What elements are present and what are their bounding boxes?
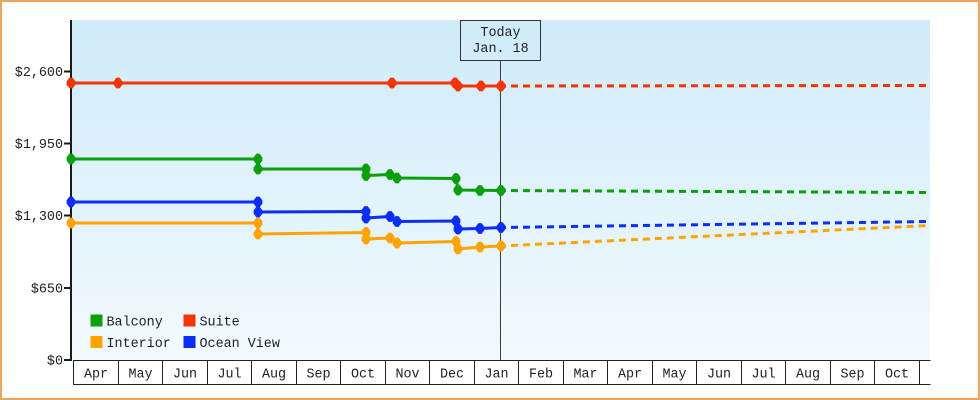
svg-text:May: May bbox=[128, 368, 152, 383]
svg-text:Nov: Nov bbox=[395, 368, 419, 383]
svg-text:Jun: Jun bbox=[707, 368, 731, 383]
svg-text:Sep: Sep bbox=[840, 368, 864, 383]
svg-text:$1,300: $1,300 bbox=[15, 210, 63, 225]
svg-text:Interior: Interior bbox=[107, 337, 171, 352]
svg-text:Jan: Jan bbox=[484, 368, 508, 383]
svg-text:Aug: Aug bbox=[796, 368, 820, 383]
svg-text:Suite: Suite bbox=[200, 316, 240, 331]
svg-text:$650: $650 bbox=[31, 283, 63, 298]
svg-text:$0: $0 bbox=[47, 355, 63, 370]
svg-text:Mar: Mar bbox=[573, 368, 597, 383]
svg-text:Apr: Apr bbox=[618, 368, 642, 383]
svg-text:Balcony: Balcony bbox=[107, 316, 163, 331]
svg-text:Ocean View: Ocean View bbox=[200, 337, 280, 352]
svg-text:Jul: Jul bbox=[751, 368, 775, 383]
svg-text:Dec: Dec bbox=[440, 368, 464, 383]
svg-text:Sep: Sep bbox=[306, 368, 330, 383]
svg-text:Oct: Oct bbox=[885, 368, 909, 383]
svg-text:Jul: Jul bbox=[217, 368, 241, 383]
svg-text:Oct: Oct bbox=[351, 368, 375, 383]
svg-text:Aug: Aug bbox=[262, 368, 286, 383]
svg-text:$2,600: $2,600 bbox=[15, 66, 63, 81]
svg-text:Apr: Apr bbox=[84, 368, 108, 383]
svg-text:Today: Today bbox=[480, 26, 520, 41]
svg-text:$1,950: $1,950 bbox=[15, 138, 63, 153]
svg-text:May: May bbox=[662, 368, 686, 383]
svg-text:Jun: Jun bbox=[173, 368, 197, 383]
svg-text:Feb: Feb bbox=[529, 368, 553, 383]
svg-text:Jan. 18: Jan. 18 bbox=[472, 42, 528, 57]
